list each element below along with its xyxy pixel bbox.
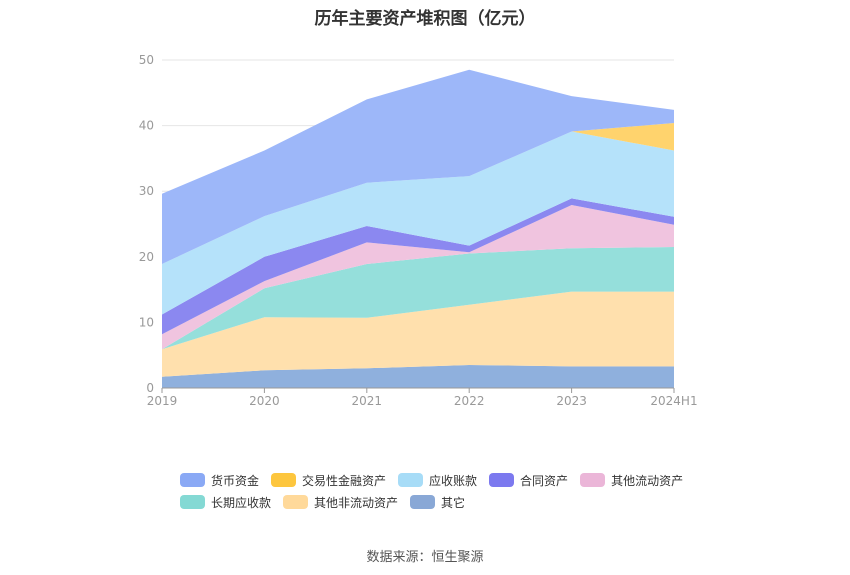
- legend-swatch: [180, 473, 205, 487]
- area-series-1: [162, 365, 674, 388]
- legend-item[interactable]: 交易性金融资产: [271, 472, 386, 488]
- data-source: 数据来源：恒生聚源: [366, 550, 484, 565]
- legend-swatch: [283, 495, 309, 509]
- area-series-3: [162, 247, 674, 350]
- area-series-6: [162, 131, 674, 315]
- legend-label: 应收账款: [429, 473, 478, 488]
- legend-item[interactable]: 其它: [410, 494, 465, 510]
- chart-legend: 货币资金 交易性金融资产 应收账款 合同资产 其他流动资产长期应收款 其他非流动资产 其它: [180, 472, 700, 516]
- legend-item[interactable]: 合同资产: [489, 472, 568, 488]
- legend-label: 其他非流动资产: [314, 495, 399, 510]
- legend-label: 其它: [441, 495, 466, 510]
- legend-item[interactable]: 长期应收款: [180, 494, 271, 510]
- legend-label: 其他流动资产: [611, 473, 684, 488]
- legend-label: 货币资金: [211, 473, 260, 488]
- area-series-7: [162, 123, 674, 264]
- x-tick-label: 2021: [352, 394, 383, 408]
- y-tick-label: 0: [146, 381, 154, 395]
- legend-swatch: [580, 473, 606, 487]
- area-series-5: [162, 198, 674, 335]
- legend-swatch: [489, 473, 515, 487]
- y-tick-label: 10: [139, 315, 154, 329]
- legend-item[interactable]: 应收账款: [398, 472, 477, 488]
- y-tick-label: 20: [139, 250, 154, 264]
- legend-item[interactable]: 其他非流动资产: [283, 494, 398, 510]
- x-tick-label: 2023: [556, 394, 587, 408]
- x-tick-label: 2020: [249, 394, 280, 408]
- x-tick-label: 2019: [147, 394, 178, 408]
- area-series-8: [162, 69, 674, 264]
- stacked-area-chart: 0 10 20 30 40 50 2019 2020 2021 2022 2023 2024H1: [139, 53, 698, 408]
- y-tick-label: 30: [139, 184, 154, 198]
- legend-label: 合同资产: [520, 473, 569, 488]
- area-series-2: [162, 291, 674, 377]
- legend-swatch: [180, 495, 205, 509]
- x-tick-label: 2024H1: [650, 394, 697, 408]
- legend-swatch: [271, 473, 297, 487]
- area-series-4: [162, 205, 674, 350]
- chart-title: 历年主要资产堆积图（亿元）: [314, 9, 536, 29]
- legend-item[interactable]: 货币资金: [180, 472, 259, 488]
- y-tick-label: 40: [139, 119, 154, 133]
- legend-label: 长期应收款: [211, 495, 272, 510]
- legend-row: 长期应收款 其他非流动资产 其它: [180, 494, 700, 510]
- legend-row: 货币资金 交易性金融资产 应收账款 合同资产 其他流动资产: [180, 472, 700, 488]
- legend-label: 交易性金融资产: [302, 473, 387, 488]
- legend-swatch: [398, 473, 424, 487]
- legend-item[interactable]: 其他流动资产: [580, 472, 683, 488]
- y-tick-label: 50: [139, 53, 154, 67]
- legend-swatch: [410, 495, 436, 509]
- x-tick-label: 2022: [454, 394, 485, 408]
